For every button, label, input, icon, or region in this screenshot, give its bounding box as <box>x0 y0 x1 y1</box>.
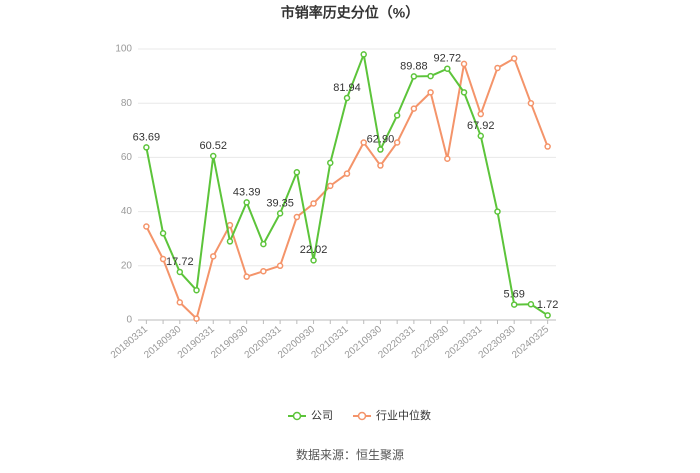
point <box>176 299 184 306</box>
legend-item: 行业中位数 <box>353 408 431 422</box>
data-label: 5.69 <box>503 288 524 300</box>
point <box>293 169 301 176</box>
point <box>310 200 317 207</box>
point <box>360 139 367 146</box>
y-tick-label: 40 <box>121 206 133 217</box>
point <box>527 99 535 107</box>
point <box>477 110 485 118</box>
point <box>427 72 434 80</box>
y-tick-label: 0 <box>126 315 132 326</box>
x-tick-label: 20240325 <box>510 324 551 361</box>
point <box>193 315 200 322</box>
chart-title: 市销率历史分位（%） <box>281 5 419 21</box>
source: 数据来源：恒生聚源 <box>296 447 404 462</box>
data-label: 39.35 <box>266 197 294 209</box>
data-label: 62.90 <box>367 133 395 145</box>
point <box>544 143 551 150</box>
point <box>310 257 317 264</box>
point <box>243 273 250 280</box>
point <box>327 159 334 167</box>
point <box>226 238 234 245</box>
point <box>260 240 267 248</box>
point <box>410 105 418 112</box>
point <box>193 286 200 294</box>
legend-marker <box>292 411 302 421</box>
point <box>510 301 518 308</box>
point <box>444 65 451 72</box>
point <box>460 89 468 96</box>
point <box>260 267 267 275</box>
data-label: 67.92 <box>467 120 495 132</box>
y-tick-label: 60 <box>121 152 133 163</box>
data-label: 22.02 <box>300 244 328 256</box>
data-label: 1.72 <box>537 299 558 311</box>
y-tick-label: 20 <box>121 260 133 271</box>
point <box>243 199 250 206</box>
point <box>393 112 401 119</box>
point <box>209 253 217 260</box>
point <box>377 146 384 153</box>
point <box>360 51 367 58</box>
data-label: 43.39 <box>233 186 261 198</box>
point <box>410 73 418 80</box>
point <box>494 208 501 215</box>
point <box>494 64 501 72</box>
data-label: 60.52 <box>199 140 227 152</box>
data-label: 81.94 <box>333 82 361 94</box>
point <box>444 155 451 163</box>
legend-label: 公司 <box>311 410 333 422</box>
point <box>527 301 535 308</box>
point <box>477 132 485 140</box>
point <box>209 152 217 160</box>
data-label: 17.72 <box>166 256 194 268</box>
legend-item: 公司 <box>288 410 333 422</box>
point <box>226 221 234 229</box>
point <box>143 223 150 230</box>
point <box>159 255 167 263</box>
data-label: 92.72 <box>434 53 462 65</box>
y-tick-label: 80 <box>121 98 133 109</box>
point <box>293 213 301 221</box>
point <box>176 268 184 276</box>
point <box>427 89 434 96</box>
point <box>276 262 284 270</box>
point <box>276 210 284 217</box>
point <box>143 144 150 151</box>
legend-marker <box>357 411 367 421</box>
point <box>343 170 351 177</box>
data-label: 63.69 <box>133 131 161 143</box>
point <box>343 94 351 102</box>
point <box>393 139 401 146</box>
data-label: 89.88 <box>400 60 428 72</box>
y-tick-label: 100 <box>115 44 132 55</box>
point <box>377 162 384 169</box>
point <box>544 312 551 319</box>
point <box>510 55 518 62</box>
point <box>327 182 334 190</box>
point <box>460 60 468 68</box>
point <box>159 230 167 237</box>
legend-label: 行业中位数 <box>376 408 431 422</box>
